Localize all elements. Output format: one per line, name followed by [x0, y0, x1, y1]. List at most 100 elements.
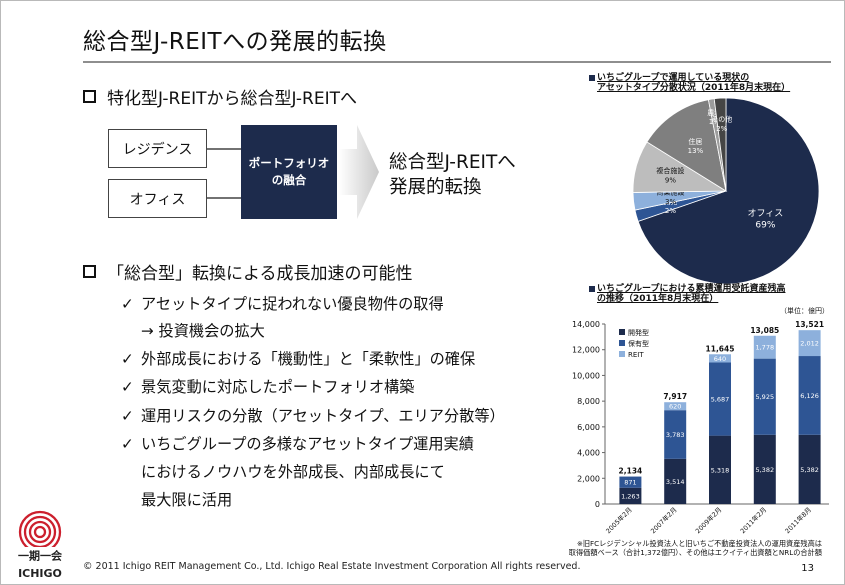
bar-segment-label: 640: [714, 355, 726, 363]
bar-segment-label: 5,687: [711, 396, 730, 404]
pie-slice-value: 2%: [716, 125, 727, 133]
y-tick-label: 2,000: [577, 474, 600, 483]
bar-total-label: 11,645: [706, 344, 735, 353]
bar-segment: [798, 356, 821, 435]
bar-segment-label: 871: [624, 479, 636, 487]
result-line1: 総合型J-REITへ: [389, 152, 516, 173]
y-tick-label: 8,000: [577, 397, 600, 406]
title-divider: [83, 61, 831, 63]
page-number: 13: [801, 563, 814, 574]
checkmark-icon: ✓: [121, 435, 134, 453]
square-bullet-icon: [83, 265, 96, 278]
square-marker-icon: [589, 74, 595, 81]
bar-segment: [709, 435, 731, 504]
bar-chart: （単位：億円） 0 2,000 4,000 6,000 8,000 10,000 12,000…: [572, 306, 829, 535]
pie-slice: [713, 97, 727, 192]
pie-slice-value: 3%: [665, 198, 676, 206]
portfolio-merge-box: ポートフォリオ の融合: [241, 125, 337, 219]
square-bullet-icon: [83, 90, 96, 103]
bar-total-label: 2,134: [619, 467, 643, 476]
bar-segment: [753, 335, 776, 359]
bar-segment: [709, 354, 731, 363]
bar-segment-label: 1,263: [621, 492, 640, 500]
bar-segment-label: 5,382: [755, 466, 774, 474]
bar-segment: [619, 487, 642, 504]
bar-segment-label: 620: [669, 403, 681, 411]
bar-segment: [798, 330, 821, 357]
office-box: オフィス: [108, 179, 207, 218]
y-tick-label: 14,000: [572, 320, 600, 329]
x-tick-label: 2007年2月: [648, 505, 678, 535]
ichigo-logo: 一期一会 ICHIGO: [13, 510, 67, 580]
legend-label: REIT: [628, 351, 644, 359]
legend-label: 保有型: [628, 339, 649, 348]
check-item: ✓ 運用リスクの分散（アセットタイプ、エリア分散等）: [121, 407, 505, 425]
section1-heading: 特化型J-REITから総合型J-REITへ: [107, 89, 357, 109]
check-item-continuation: 最大限に活用: [141, 491, 233, 509]
bar-segment: [664, 410, 687, 459]
check-item: ✓ 景気変動に対応したポートフォリオ構築: [121, 378, 415, 396]
bar-segment: [619, 476, 642, 488]
legend-swatch: [619, 340, 625, 346]
bar-segment-label: 5,318: [711, 466, 730, 474]
logo-rings: [18, 510, 62, 554]
pie-slice-value: 9%: [665, 176, 676, 184]
bar-segment-label: 5,925: [755, 393, 774, 401]
merge-connectors: [207, 148, 241, 199]
pie-slice-value: 1%: [709, 118, 720, 126]
bar-total-label: 13,085: [750, 326, 779, 335]
pie-slice-value: 13%: [688, 147, 704, 155]
y-tick-label: 0: [595, 500, 600, 509]
bar-total-label: 13,521: [795, 320, 824, 329]
bar-segment-label: 6,126: [800, 392, 819, 400]
check-item: ✓ 外部成長における「機動性」と「柔軟性」の確保: [121, 350, 476, 368]
section2-heading: 「総合型」転換による成長加速の可能性: [107, 264, 413, 284]
checkmark-icon: ✓: [121, 350, 134, 368]
logo-name: ICHIGO: [18, 567, 62, 580]
x-tick-label: 2009年2月: [693, 505, 723, 535]
y-tick-label: 6,000: [577, 423, 600, 432]
square-marker-icon: [589, 285, 595, 292]
chart-note: ※旧FCレジデンシャル投資法人と旧いちご不動産投資法人の運用資産残高は 取得価額…: [568, 539, 822, 557]
y-tick-label: 10,000: [572, 371, 600, 380]
bar-segment-label: 3,783: [666, 431, 685, 439]
check-item: ✓ アセットタイプに捉われない優良物件の取得: [121, 295, 444, 313]
x-tick-label: 2005年2月: [604, 505, 634, 535]
bar-segment: [753, 358, 776, 435]
x-tick-label: 2011年2月: [738, 505, 768, 535]
pie-slice-label: 住居: [688, 137, 702, 146]
pie-slice: [646, 99, 727, 192]
pie-slice: [637, 97, 820, 285]
logo-kanji: 一期一会: [18, 549, 63, 563]
bar-segment: [664, 458, 687, 504]
checkmark-icon: ✓: [121, 378, 134, 396]
check-item-continuation: におけるノウハウを外部成長、内部成長にて: [141, 463, 445, 481]
bar-segment: [798, 434, 821, 504]
pie-slice-value: 2%: [665, 207, 676, 215]
bar-segment-label: 2,012: [800, 340, 819, 348]
check-item-continuation: → 投資機会の拡大: [141, 322, 265, 340]
pie-slice-label: オフィス: [747, 208, 783, 219]
residence-box: レジデンス: [108, 129, 207, 168]
transformation-text: 総合型J-REITへ 発展的転換: [389, 151, 516, 201]
pie-slice-value: 69%: [755, 221, 775, 231]
legend-swatch: [619, 329, 625, 335]
result-line2: 発展的転換: [389, 176, 482, 198]
page-title: 総合型J-REITへの発展的転換: [83, 29, 387, 55]
legend-label: 開発型: [628, 328, 649, 337]
merge-label-line2: の融合: [271, 173, 307, 187]
bar-chart-title: いちごグループにおける累積運用受託資産残高 の推移（2011年8月末現在）: [589, 284, 785, 305]
bar-total-label: 7,917: [663, 392, 687, 401]
check-item: ✓ いちごグループの多様なアセットタイプ運用実績: [121, 435, 474, 453]
pie-slice-label: 農地: [707, 108, 721, 117]
pie-slice-label: その他: [711, 115, 732, 124]
checkmark-icon: ✓: [121, 407, 134, 425]
bar-segment-label: 5,382: [800, 466, 819, 474]
y-tick-label: 12,000: [572, 346, 600, 355]
copyright-footer: © 2011 Ichigo REIT Management Co., Ltd. …: [83, 561, 581, 572]
bar-segment: [753, 434, 776, 504]
merge-label-line1: ポートフォリオ: [248, 155, 330, 170]
legend-swatch: [619, 351, 625, 357]
